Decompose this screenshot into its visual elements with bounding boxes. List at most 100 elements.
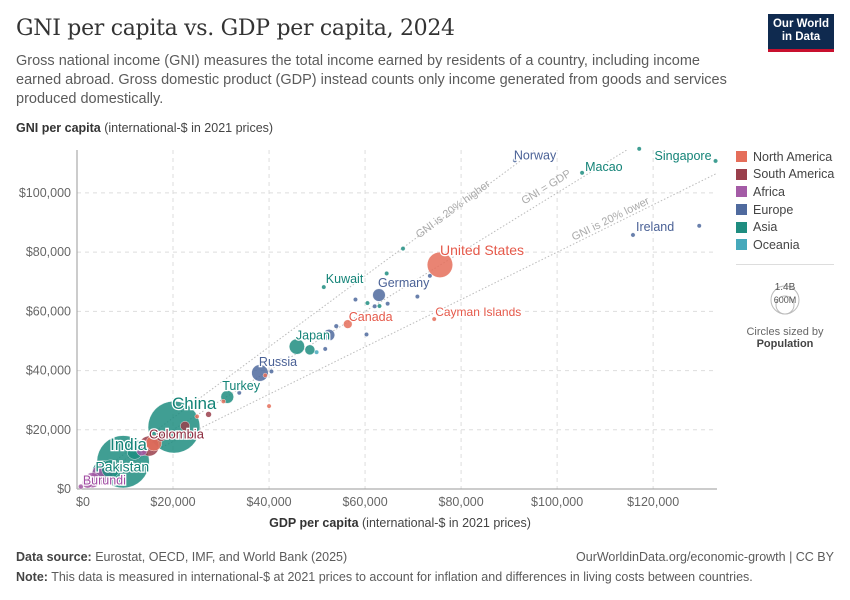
legend-swatch xyxy=(736,186,747,198)
data-point xyxy=(136,444,148,457)
size-legend-variable: Population xyxy=(756,337,814,350)
legend: North America South America Africa Europe As… xyxy=(736,148,834,350)
legend-swatch xyxy=(736,151,747,163)
data-point xyxy=(304,344,316,356)
point-label: United States xyxy=(440,242,524,258)
data-point xyxy=(221,398,226,404)
data-point xyxy=(427,273,433,279)
size-legend-large: 1.4B xyxy=(775,282,796,293)
point-label: Cayman Islands xyxy=(435,305,521,319)
point-label: Canada xyxy=(349,310,393,324)
x-axis-label-bold: GDP per capita xyxy=(269,516,359,530)
legend-item[interactable]: Oceania xyxy=(736,236,834,254)
data-point xyxy=(431,316,437,322)
legend-label: Asia xyxy=(753,220,778,235)
legend-label: Africa xyxy=(753,184,785,199)
note-text: This data is measured in international-$… xyxy=(51,570,753,584)
legend-divider xyxy=(736,263,834,265)
data-point xyxy=(343,319,353,329)
data-point xyxy=(372,303,378,309)
legend-item[interactable]: Africa xyxy=(736,183,834,201)
x-tick-label: $120,000 xyxy=(627,495,679,509)
data-point xyxy=(194,414,200,419)
data-point xyxy=(377,303,382,309)
point-label: Japan xyxy=(296,329,330,343)
reference-line-label: GNI is 20% higher xyxy=(414,178,493,241)
data-point xyxy=(321,284,327,290)
point-label: Germany xyxy=(378,276,430,290)
y-tick-label: $20,000 xyxy=(26,423,71,437)
data-point xyxy=(262,372,268,378)
data-point xyxy=(427,251,453,278)
y-tick-label: $60,000 xyxy=(26,304,71,318)
data-point xyxy=(322,346,328,352)
y-axis-label: GNI per capita (international-$ in 2021 … xyxy=(16,121,273,135)
legend-item[interactable]: Europe xyxy=(736,201,834,219)
size-legend-small: 600M xyxy=(774,295,797,305)
data-point xyxy=(415,294,420,299)
owid-logo[interactable]: Our World in Data xyxy=(768,14,834,52)
data-point xyxy=(385,301,391,307)
chart-subtitle: Gross national income (GNI) measures the… xyxy=(16,53,727,107)
point-label: Singapore xyxy=(655,149,712,163)
y-axis-label-unit: (international-$ in 2021 prices) xyxy=(104,121,274,135)
data-point xyxy=(630,232,636,238)
data-point xyxy=(713,158,718,164)
legend-item[interactable]: Asia xyxy=(736,218,834,236)
reference-line-label: GNI = GDP xyxy=(519,168,573,208)
x-tick-label: $100,000 xyxy=(531,495,583,509)
legend-label: North America xyxy=(753,149,833,164)
chart-title: GNI per capita vs. GDP per capita, 2024 xyxy=(16,16,455,41)
data-point xyxy=(696,223,702,229)
legend-swatch xyxy=(736,221,747,233)
data-point xyxy=(101,459,120,479)
data-point xyxy=(266,403,272,409)
data-point xyxy=(364,332,369,337)
legend-item[interactable]: South America xyxy=(736,166,834,184)
data-point xyxy=(365,300,370,306)
size-legend-circles: 1.4B 600M xyxy=(770,282,800,315)
data-point xyxy=(384,271,390,276)
x-tick-label: $40,000 xyxy=(246,495,291,509)
y-tick-label: $80,000 xyxy=(26,245,71,259)
data-point xyxy=(353,297,358,302)
data-point xyxy=(277,357,283,363)
note-label: Note: xyxy=(16,570,48,584)
point-label: Burundi xyxy=(83,474,126,488)
x-tick-label: $20,000 xyxy=(150,495,195,509)
data-point xyxy=(155,431,167,442)
point-label: Colombia xyxy=(149,426,205,441)
x-axis-label: GDP per capita (international-$ in 2021 … xyxy=(0,516,800,530)
point-label: Norway xyxy=(514,148,557,162)
data-point xyxy=(333,323,339,329)
legend-swatch xyxy=(736,204,747,216)
point-label: India xyxy=(110,435,147,454)
data-point xyxy=(78,483,84,490)
data-point xyxy=(323,329,335,341)
legend-label: Europe xyxy=(753,202,794,217)
y-axis-label-bold: GNI per capita xyxy=(16,121,101,135)
legend-label: Oceania xyxy=(753,237,800,252)
data-point xyxy=(400,246,406,251)
data-point xyxy=(636,146,642,152)
data-point xyxy=(314,349,319,355)
source-link[interactable]: OurWorldinData.org/economic-growth | CC … xyxy=(576,550,834,564)
note: Note: This data is measured in internati… xyxy=(16,570,753,584)
data-source: Data source: Eurostat, OECD, IMF, and Wo… xyxy=(16,550,347,564)
point-label: Russia xyxy=(259,355,297,369)
legend-item[interactable]: North America xyxy=(736,148,834,166)
data-point xyxy=(512,157,518,163)
x-tick-label: $80,000 xyxy=(439,495,484,509)
point-label: Pakistan xyxy=(95,459,149,475)
point-label: Kuwait xyxy=(326,272,364,286)
legend-label: South America xyxy=(753,167,835,182)
data-point xyxy=(579,170,585,176)
data-point xyxy=(180,421,190,431)
legend-swatch xyxy=(736,168,747,180)
point-label: Turkey xyxy=(222,379,260,393)
point-label: Ireland xyxy=(636,220,674,234)
point-label: China xyxy=(172,394,217,413)
source-label: Data source: xyxy=(16,550,92,564)
point-label: Macao xyxy=(585,160,623,174)
